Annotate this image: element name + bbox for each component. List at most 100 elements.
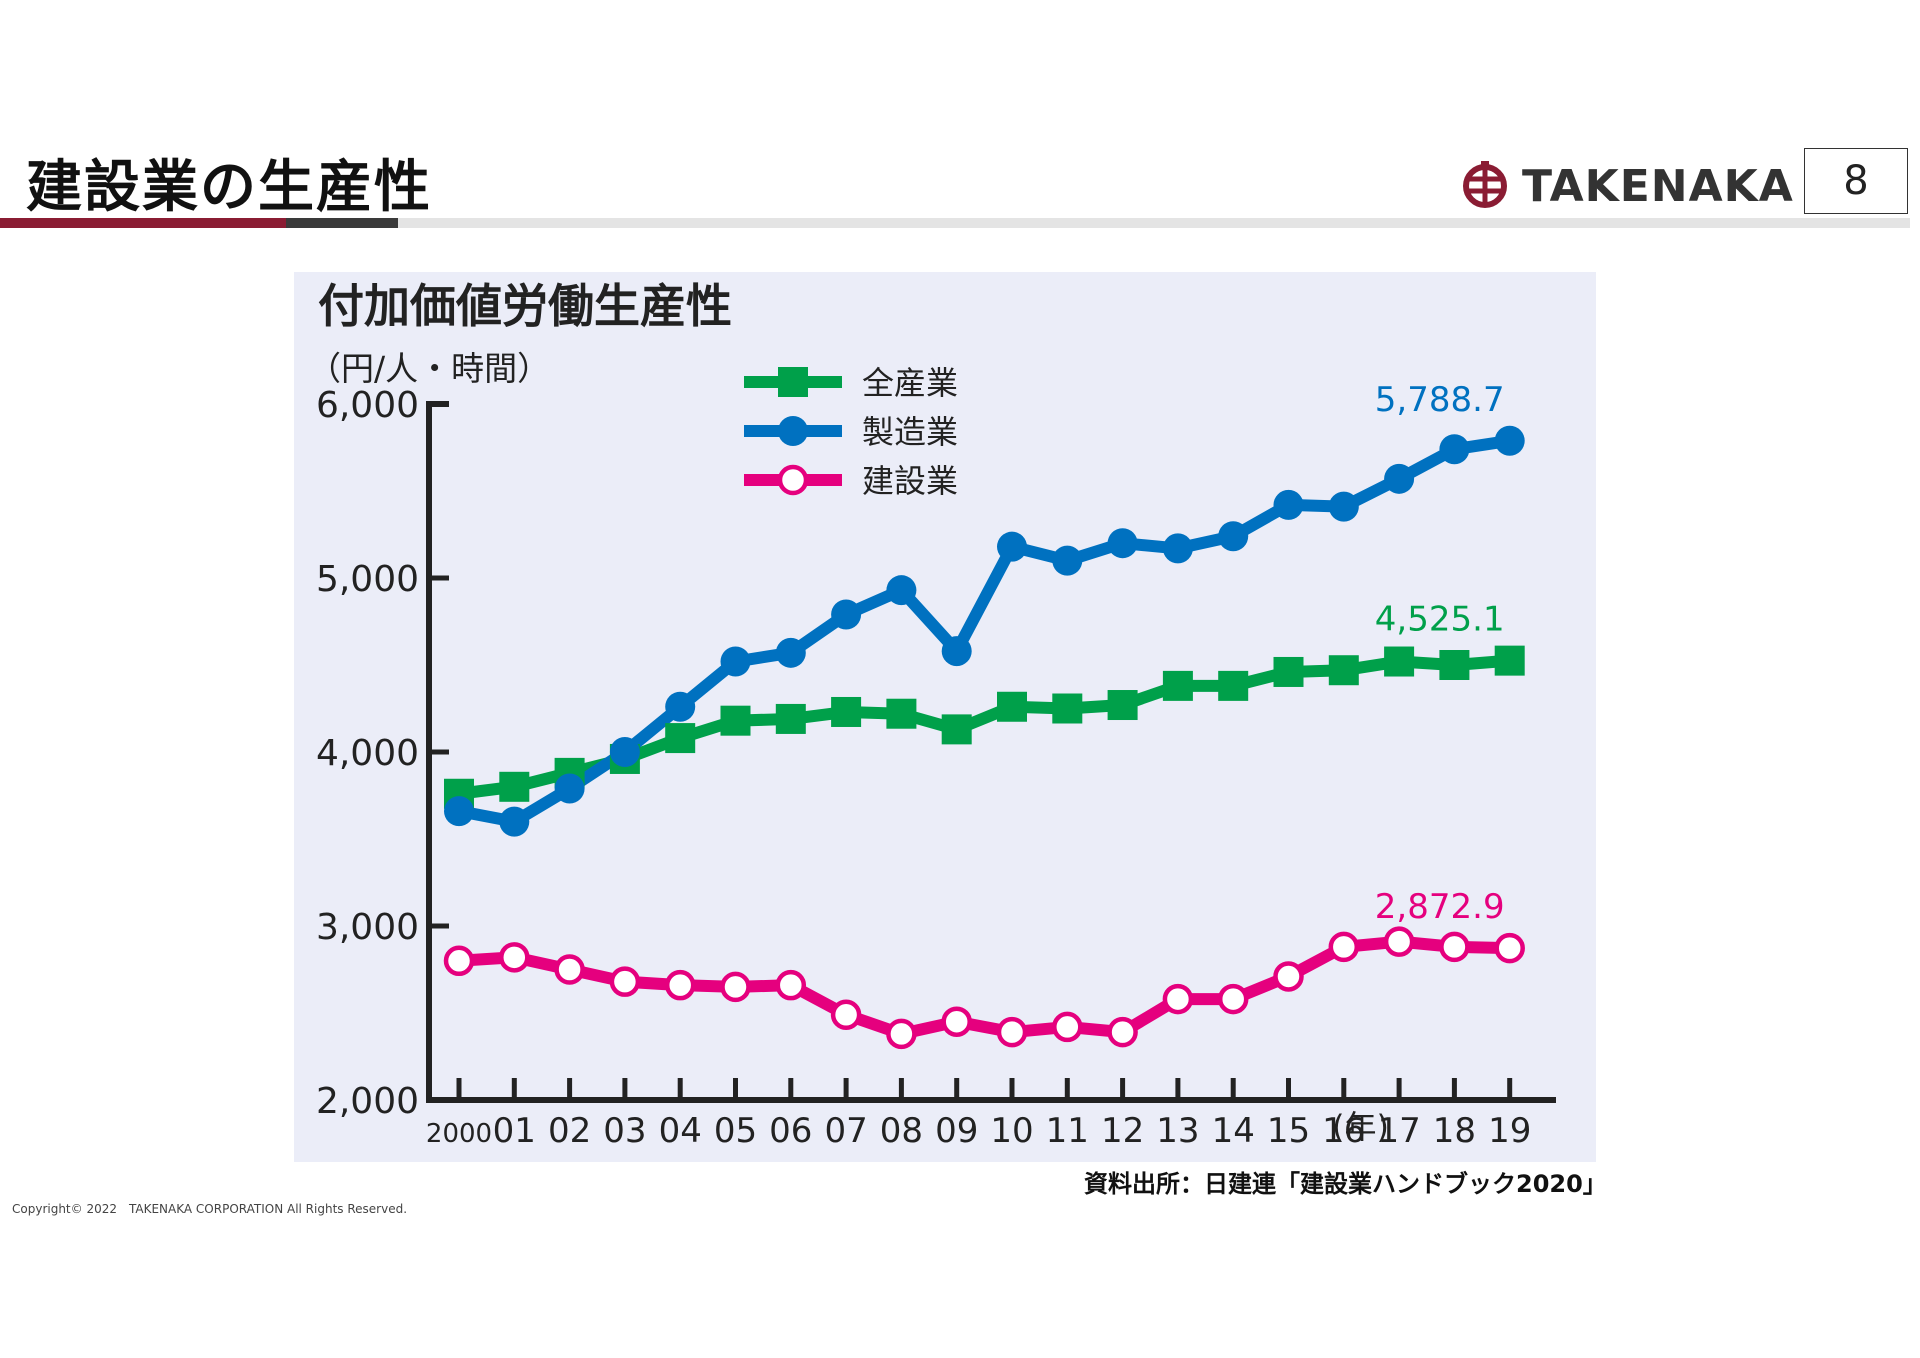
data-point [1383,926,1415,957]
x-tick-label: 16 [1322,1111,1365,1151]
data-point [664,969,696,1001]
data-point [1439,434,1470,465]
data-point [1218,670,1249,701]
chart-panel: 付加価値労働生産性 （円/人・時間） 2,000 3,000 4,000 5,000 6… [294,272,1596,1162]
x-tick-label: 14 [1212,1111,1255,1151]
x-tick-label: 2000 [426,1119,492,1149]
legend-label: 建設業 [862,462,958,500]
x-tick-label: 08 [880,1111,923,1151]
chart-title: 付加価値労働生産性 [318,279,732,333]
x-tick-label: 04 [659,1111,702,1151]
data-point [1328,655,1359,686]
legend-marker [777,464,809,496]
chart-axes: 2,000 3,000 4,000 5,000 6,000 2000 01 02 03 04 05 0… [316,385,1556,1151]
legend-label: 製造業 [862,413,958,451]
logo-text: TAKENAKA [1522,160,1794,212]
legend-label: 全産業 [862,364,958,402]
data-point [720,971,751,1003]
data-point [609,737,640,767]
chart-series: 4,525.1 5,788.7 2,872.9 [443,380,1525,1050]
legend-marker [778,367,808,397]
data-point [1439,650,1470,680]
x-tick-label: 09 [935,1111,978,1151]
data-point [1439,931,1470,963]
x-tick-label: 17 [1377,1111,1420,1151]
logo: TAKENAKA [1460,158,1794,214]
data-point [554,773,585,804]
header-rule-accent [0,218,286,228]
data-point [1052,545,1083,576]
x-tick-label: 03 [603,1111,646,1151]
data-point [609,966,641,997]
productivity-chart: 付加価値労働生産性 （円/人・時間） 2,000 3,000 4,000 5,000 6… [308,279,1556,1151]
y-tick-label: 2,000 [316,1081,419,1122]
data-point [941,714,972,745]
data-point [1384,463,1415,494]
data-point [1494,645,1525,676]
y-tick-label: 5,000 [316,559,419,600]
data-point [499,806,530,837]
x-tick-label: 05 [714,1111,757,1151]
data-point [831,696,862,727]
x-tick-label: 19 [1488,1111,1531,1151]
data-point [941,636,972,667]
data-point [997,691,1027,722]
data-point [1328,491,1359,522]
data-point [1273,489,1304,520]
data-point [1052,693,1083,724]
data-point [997,531,1027,562]
data-point [830,999,862,1030]
data-point [775,703,806,734]
data-point [665,691,696,722]
data-point [996,1016,1028,1048]
data-point [1273,656,1304,687]
data-point [1162,983,1194,1015]
data-point [1217,983,1249,1015]
x-tick-label: 11 [1046,1111,1089,1151]
takenaka-logo-icon [1463,161,1507,208]
data-point [720,646,751,677]
data-point [665,723,696,754]
data-point [1162,533,1193,564]
y-tick-label: 3,000 [316,907,419,948]
header-rule [0,218,1910,228]
data-point [1218,521,1249,552]
x-axis-label: (年) [1332,1108,1389,1146]
data-point [775,637,806,668]
data-point [941,1006,972,1037]
x-tick-label: 18 [1433,1111,1476,1151]
data-point [1494,425,1525,456]
x-tick-label: 13 [1156,1111,1199,1151]
y-axis-label: （円/人・時間） [308,349,550,388]
data-point [1107,690,1138,721]
data-point [1494,932,1525,964]
source-note: 資料出所：日建連「建設業ハンドブック2020」 [1084,1170,1607,1198]
slide-title: 建設業の生産性 [26,155,432,220]
legend-marker [778,416,808,446]
data-point [499,771,530,802]
data-point [886,698,917,729]
data-point [1328,931,1360,963]
data-point [1162,670,1193,701]
data-point [1107,1016,1138,1048]
end-value-label: 5,788.7 [1375,380,1505,420]
data-point [443,945,475,977]
header-rule-dark [286,218,398,228]
x-tick-label: 01 [493,1111,536,1151]
data-point [554,954,585,985]
data-point [1107,528,1138,559]
data-point [1273,961,1304,992]
end-value-label: 4,525.1 [1375,600,1505,640]
page-number: 8 [1804,148,1908,214]
x-tick-label: 06 [769,1111,812,1151]
data-point [886,575,917,606]
y-tick-label: 4,000 [316,733,419,774]
data-point [444,796,474,827]
copyright: Copyright© 2022 TAKENAKA CORPORATION All… [12,1202,408,1216]
x-tick-label: 07 [824,1111,867,1151]
x-tick-label: 10 [990,1111,1033,1151]
data-point [831,599,862,630]
data-point [1384,646,1415,677]
data-point [499,942,530,973]
